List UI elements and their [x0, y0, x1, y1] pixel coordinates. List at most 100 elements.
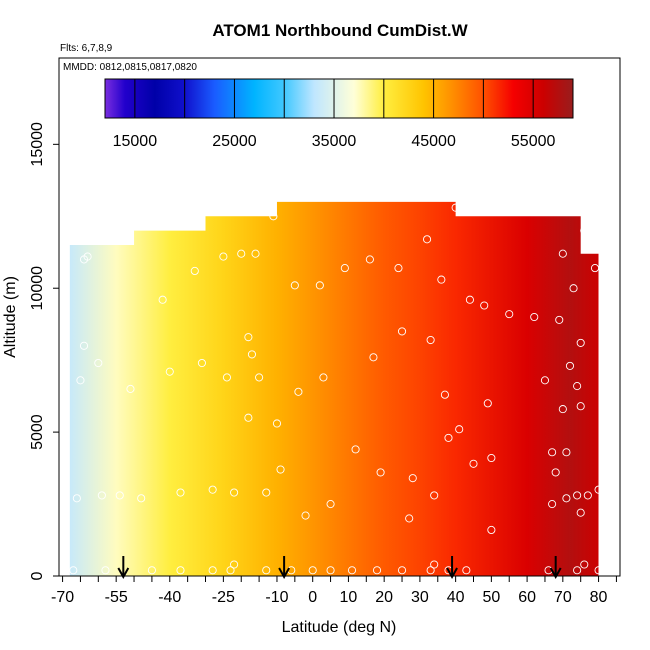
data-point — [126, 384, 135, 393]
flight-arrow-head — [446, 567, 458, 580]
data-point — [222, 373, 231, 382]
data-point — [372, 566, 382, 575]
x-tick-label: 80 — [590, 589, 608, 606]
data-point — [565, 361, 575, 370]
data-point — [326, 500, 335, 509]
flight-arrow-head — [549, 567, 562, 580]
data-point — [451, 203, 460, 212]
data-point — [465, 295, 474, 304]
data-point — [469, 459, 478, 468]
data-point — [569, 284, 578, 293]
data-point — [340, 264, 349, 273]
data-point — [326, 566, 335, 575]
data-point — [101, 566, 110, 575]
x-tick-label: -40 — [158, 589, 181, 606]
data-point — [79, 341, 89, 350]
data-point — [176, 488, 185, 497]
data-point — [444, 433, 453, 442]
data-point — [548, 448, 557, 457]
data-point — [244, 333, 253, 342]
data-point — [262, 488, 271, 497]
x-tick-label: -70 — [51, 589, 74, 606]
data-point — [422, 235, 432, 244]
data-point — [376, 468, 385, 477]
data-point — [147, 566, 156, 575]
data-point — [308, 566, 317, 575]
y-tick-label: 10000 — [29, 266, 46, 311]
data-point — [394, 264, 403, 273]
y-axis-label: Altitude (m) — [2, 276, 19, 358]
x-tick-label: -25 — [212, 589, 235, 606]
data-point — [573, 491, 582, 500]
data-point — [290, 281, 299, 290]
data-point — [462, 566, 471, 575]
x-tick-label: 70 — [554, 589, 572, 606]
data-point — [208, 485, 217, 494]
data-point — [583, 491, 592, 500]
plot-frame — [58, 57, 621, 577]
flight-arrows — [117, 556, 562, 580]
data-point — [255, 373, 264, 382]
data-point — [137, 494, 146, 503]
data-point — [576, 338, 585, 347]
data-point — [576, 508, 585, 517]
data-point — [540, 376, 550, 385]
data-point — [551, 468, 560, 477]
data-point — [555, 315, 564, 324]
data-point — [237, 249, 246, 258]
data-point — [197, 358, 206, 368]
data-point — [580, 560, 589, 569]
sample-points — [69, 203, 603, 575]
data-point — [558, 249, 567, 258]
data-point — [548, 500, 557, 509]
data-point — [244, 413, 253, 422]
data-point — [408, 474, 417, 483]
chart-subtitle-dates: MMDD: 0812,0815,0817,0820 — [63, 62, 197, 73]
data-point — [294, 387, 303, 396]
data-point — [455, 425, 464, 434]
data-point — [76, 376, 85, 385]
data-point — [251, 249, 260, 258]
data-point — [219, 252, 228, 261]
flight-arrow-head — [117, 567, 130, 580]
data-point — [426, 335, 435, 345]
data-point — [72, 494, 81, 503]
x-tick-label: -10 — [265, 589, 288, 606]
data-point — [580, 226, 589, 235]
data-point — [94, 358, 103, 368]
chart-title: ATOM1 Northbound CumDist.W — [212, 21, 468, 40]
data-point — [594, 566, 603, 575]
data-point — [487, 525, 496, 535]
data-point — [405, 514, 414, 523]
data-point — [594, 485, 603, 494]
x-tick-label: -55 — [105, 589, 128, 606]
chart-subtitle-flights: Flts: 6,7,8,9 — [60, 43, 113, 54]
data-point — [301, 511, 310, 520]
data-point — [562, 494, 571, 503]
data-point — [165, 367, 174, 376]
data-point — [190, 266, 199, 276]
data-point — [315, 281, 324, 290]
data-point — [83, 252, 92, 261]
y-tick-label: 15000 — [29, 122, 46, 167]
data-point — [487, 453, 496, 463]
x-axis: -70 -55 -40 -25 -10 0 10 20 30 40 50 60 70 80 — [51, 576, 617, 606]
y-axis: 0 5000 10000 15000 — [29, 122, 59, 580]
data-point — [276, 465, 285, 474]
colorbar-gradient — [104, 78, 574, 119]
data-point — [158, 295, 167, 304]
data-point — [176, 566, 185, 575]
data-point — [226, 566, 235, 575]
data-point — [573, 382, 582, 391]
x-tick-label: 50 — [482, 589, 500, 606]
data-point — [562, 448, 571, 457]
data-point — [351, 445, 360, 454]
x-axis-label: Latitude (deg N) — [282, 619, 397, 636]
colorbar-tick-label: 35000 — [312, 133, 357, 150]
data-point — [262, 566, 271, 575]
flight-arrow-head — [278, 567, 290, 580]
data-point — [590, 264, 600, 273]
data-point — [369, 353, 378, 362]
data-point — [437, 275, 446, 284]
